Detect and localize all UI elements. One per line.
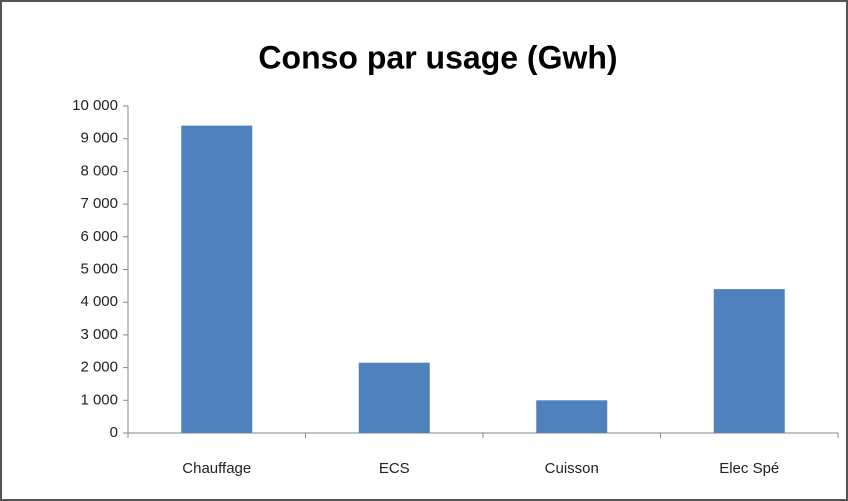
x-tick-label: ECS xyxy=(379,460,410,477)
y-tick-label: 7 000 xyxy=(80,195,118,212)
y-tick-label: 2 000 xyxy=(80,359,118,376)
x-tick-label: Cuisson xyxy=(545,460,599,477)
x-tick-label: Chauffage xyxy=(182,460,251,477)
y-tick-label: 10 000 xyxy=(72,97,118,114)
y-tick-label: 5 000 xyxy=(80,260,118,277)
y-tick-label: 1 000 xyxy=(80,391,118,408)
bar xyxy=(713,289,785,433)
y-tick-label: 6 000 xyxy=(80,228,118,245)
y-tick-label: 0 xyxy=(110,424,118,441)
x-tick-label: Elec Spé xyxy=(719,460,779,477)
y-tick-label: 4 000 xyxy=(80,293,118,310)
y-tick-label: 3 000 xyxy=(80,326,118,343)
bar xyxy=(536,400,608,433)
chart-title: Conso par usage (Gwh) xyxy=(258,39,617,75)
y-tick-label: 8 000 xyxy=(80,162,118,179)
bar xyxy=(181,125,253,434)
bar xyxy=(358,362,430,433)
y-tick-label: 9 000 xyxy=(80,130,118,147)
